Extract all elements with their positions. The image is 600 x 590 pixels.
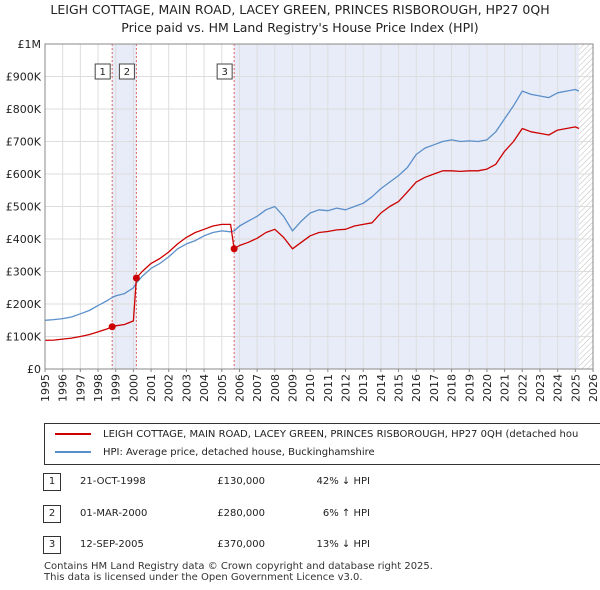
sale-price: £130,000 [217,476,265,487]
sale-price: £280,000 [217,508,265,519]
title-line-1: LEIGH COTTAGE, MAIN ROAD, LACEY GREEN, P… [50,2,550,17]
x-tick-label: 2000 [127,374,140,402]
x-tick-label: 1999 [110,374,123,402]
y-tick-label: £1M [18,38,42,51]
x-tick-label: 1995 [39,374,52,402]
sale-point [230,245,238,253]
x-tick-label: 2010 [304,374,317,402]
x-tick-label: 2005 [216,374,229,402]
x-tick-label: 2022 [516,374,529,402]
x-tick-label: 1996 [57,374,70,402]
y-tick-label: £700K [6,136,42,149]
price-chart: 1 2 3 £0 £100K £200K £300K £400K £500K £600K £700K… [6,38,600,402]
sale-hpi-diff: 6% ↑ HPI [322,508,370,519]
y-tick-label: £900K [6,71,42,84]
sale-row: 1 21-OCT-1998 £130,000 42% ↓ HPI [0,473,600,491]
sale-date: 21-OCT-1998 [80,476,146,487]
x-tick-label: 2012 [340,374,353,402]
sale-date: 12-SEP-2005 [80,539,144,550]
legend-item-property: LEIGH COTTAGE, MAIN ROAD, LACEY GREEN, P… [55,427,578,443]
legend-label-hpi: HPI: Average price, detached house, Buck… [103,447,375,458]
sale-price: £370,000 [217,539,265,550]
footer: Contains HM Land Registry data © Crown c… [44,561,433,583]
footer-copyright: Contains HM Land Registry data © Crown c… [44,561,433,572]
x-tick-label: 2021 [499,374,512,402]
x-tick-label: 2006 [233,374,246,402]
x-tick-label: 2008 [269,374,282,402]
y-tick-label: £800K [6,103,42,116]
sale-number-badge: 2 [43,505,61,523]
sale-marker-label: 2 [124,67,130,78]
x-tick-label: 2007 [251,374,264,402]
y-tick-label: £300K [6,266,42,279]
x-tick-label: 2016 [410,374,423,402]
x-tick-label: 2002 [163,374,176,402]
legend-item-hpi: HPI: Average price, detached house, Buck… [55,445,375,461]
x-tick-label: 2020 [481,374,494,402]
sale-number-badge: 3 [43,536,61,554]
sale-marker-box [118,63,135,80]
x-tick-label: 2014 [375,374,388,402]
sale-number-badge: 1 [43,473,61,491]
legend: LEIGH COTTAGE, MAIN ROAD, LACEY GREEN, P… [44,423,600,465]
x-tick-label: 2015 [393,374,406,402]
sale-hpi-diff: 42% ↓ HPI [316,476,370,487]
x-tick-label: 2017 [428,374,441,402]
sale-point [108,323,116,331]
y-tick-label: £0 [27,363,41,376]
y-tick-label: £200K [6,298,42,311]
sale-marker-box [94,63,111,80]
footer-licence: This data is licensed under the Open Gov… [44,572,363,583]
x-tick-label: 1998 [92,374,105,402]
sale-row: 2 01-MAR-2000 £280,000 6% ↑ HPI [0,505,600,523]
x-tick-label: 2026 [587,374,600,402]
x-tick-label: 2003 [180,374,193,402]
x-tick-label: 2018 [446,374,459,402]
sale-row: 3 12-SEP-2005 £370,000 13% ↓ HPI [0,536,600,554]
title-line-2: Price paid vs. HM Land Registry's House … [121,20,479,35]
sale-point [132,274,140,282]
y-tick-label: £400K [6,233,42,246]
legend-line-property [55,433,91,435]
x-tick-label: 2001 [145,374,158,402]
legend-label-property: LEIGH COTTAGE, MAIN ROAD, LACEY GREEN, P… [103,429,579,440]
property-series-line [44,126,580,342]
sale-marker-label: 3 [221,67,227,78]
sale-marker-box [216,63,233,80]
sale-marker-label: 1 [99,67,105,78]
x-tick-label: 2025 [569,374,582,402]
y-tick-label: £500K [6,201,42,214]
x-tick-label: 2023 [534,374,547,402]
x-tick-label: 2009 [286,374,299,402]
x-tick-label: 2019 [463,374,476,402]
sale-hpi-diff: 13% ↓ HPI [316,539,370,550]
y-tick-label: £600K [6,168,42,181]
plot-border [44,43,594,370]
y-tick-label: £100K [6,331,42,344]
hpi-series-line [44,88,580,321]
x-tick-label: 2011 [322,374,335,402]
legend-line-hpi [55,451,91,453]
x-tick-label: 2004 [198,374,211,402]
x-tick-label: 1997 [74,374,87,402]
x-tick-label: 2024 [552,374,565,402]
x-tick-label: 2013 [357,374,370,402]
sale-date: 01-MAR-2000 [80,508,148,519]
